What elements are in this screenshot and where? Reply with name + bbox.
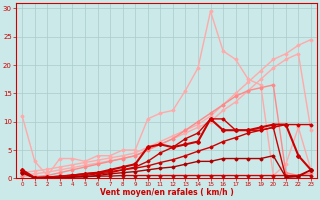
X-axis label: Vent moyen/en rafales ( km/h ): Vent moyen/en rafales ( km/h ): [100, 188, 234, 197]
